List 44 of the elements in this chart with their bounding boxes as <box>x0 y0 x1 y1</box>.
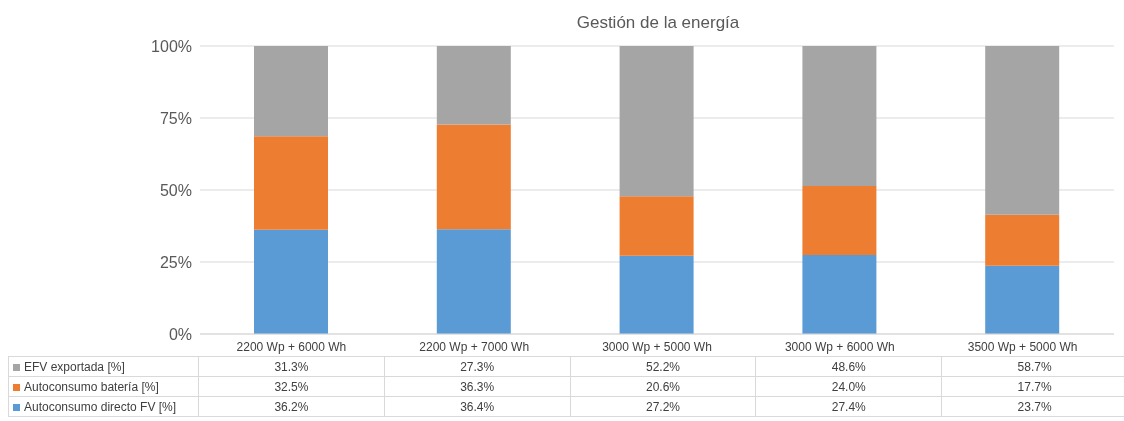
bar <box>802 46 877 186</box>
y-tick-label: 50% <box>159 181 192 199</box>
bar <box>619 196 694 256</box>
x-tick-label: 3000 Wp + 6000 Wh <box>784 339 895 354</box>
x-tick-label: 3500 Wp + 5000 Wh <box>967 339 1078 354</box>
bar <box>436 124 511 230</box>
bar <box>254 136 328 230</box>
data-label: 27.2% <box>570 396 756 417</box>
bar <box>254 46 328 137</box>
bar <box>254 229 328 334</box>
bar <box>985 46 1060 215</box>
data-label: 36.3% <box>384 376 571 397</box>
y-tick-label: 25% <box>159 253 192 271</box>
data-label: 36.2% <box>198 396 385 417</box>
x-tick-label: 2200 Wp + 6000 Wh <box>236 339 347 354</box>
data-label: 23.7% <box>941 396 1124 417</box>
chart-title: Gestión de la energía <box>575 12 741 34</box>
data-label: 32.5% <box>198 376 385 397</box>
data-label: 58.7% <box>941 356 1124 377</box>
data-label: 36.4% <box>384 396 571 417</box>
bar <box>802 255 877 334</box>
bar <box>436 229 511 334</box>
data-label: 31.3% <box>198 356 385 377</box>
x-tick-label: 3000 Wp + 5000 Wh <box>602 339 712 354</box>
data-label: 17.7% <box>941 376 1124 397</box>
legend-label: EFV exportada [%] <box>8 356 199 377</box>
legend-label: Autoconsumo batería [%] <box>8 376 199 397</box>
bar <box>985 214 1060 266</box>
data-label: 27.4% <box>755 396 942 417</box>
bar <box>436 46 511 125</box>
bar <box>802 185 877 256</box>
bar <box>619 46 694 197</box>
data-label: 20.6% <box>570 376 756 397</box>
y-tick-label: 0% <box>168 325 192 343</box>
data-label: 24.0% <box>755 376 942 397</box>
data-label: 48.6% <box>755 356 942 377</box>
y-tick-label: 100% <box>151 37 192 55</box>
data-label: 52.2% <box>570 356 756 377</box>
bar <box>619 255 694 334</box>
x-tick-label: 2200 Wp + 7000 Wh <box>419 339 530 354</box>
data-label: 27.3% <box>384 356 571 377</box>
bar <box>985 265 1060 334</box>
legend-label: Autoconsumo directo FV [%] <box>8 396 199 417</box>
y-tick-label: 75% <box>159 109 192 127</box>
